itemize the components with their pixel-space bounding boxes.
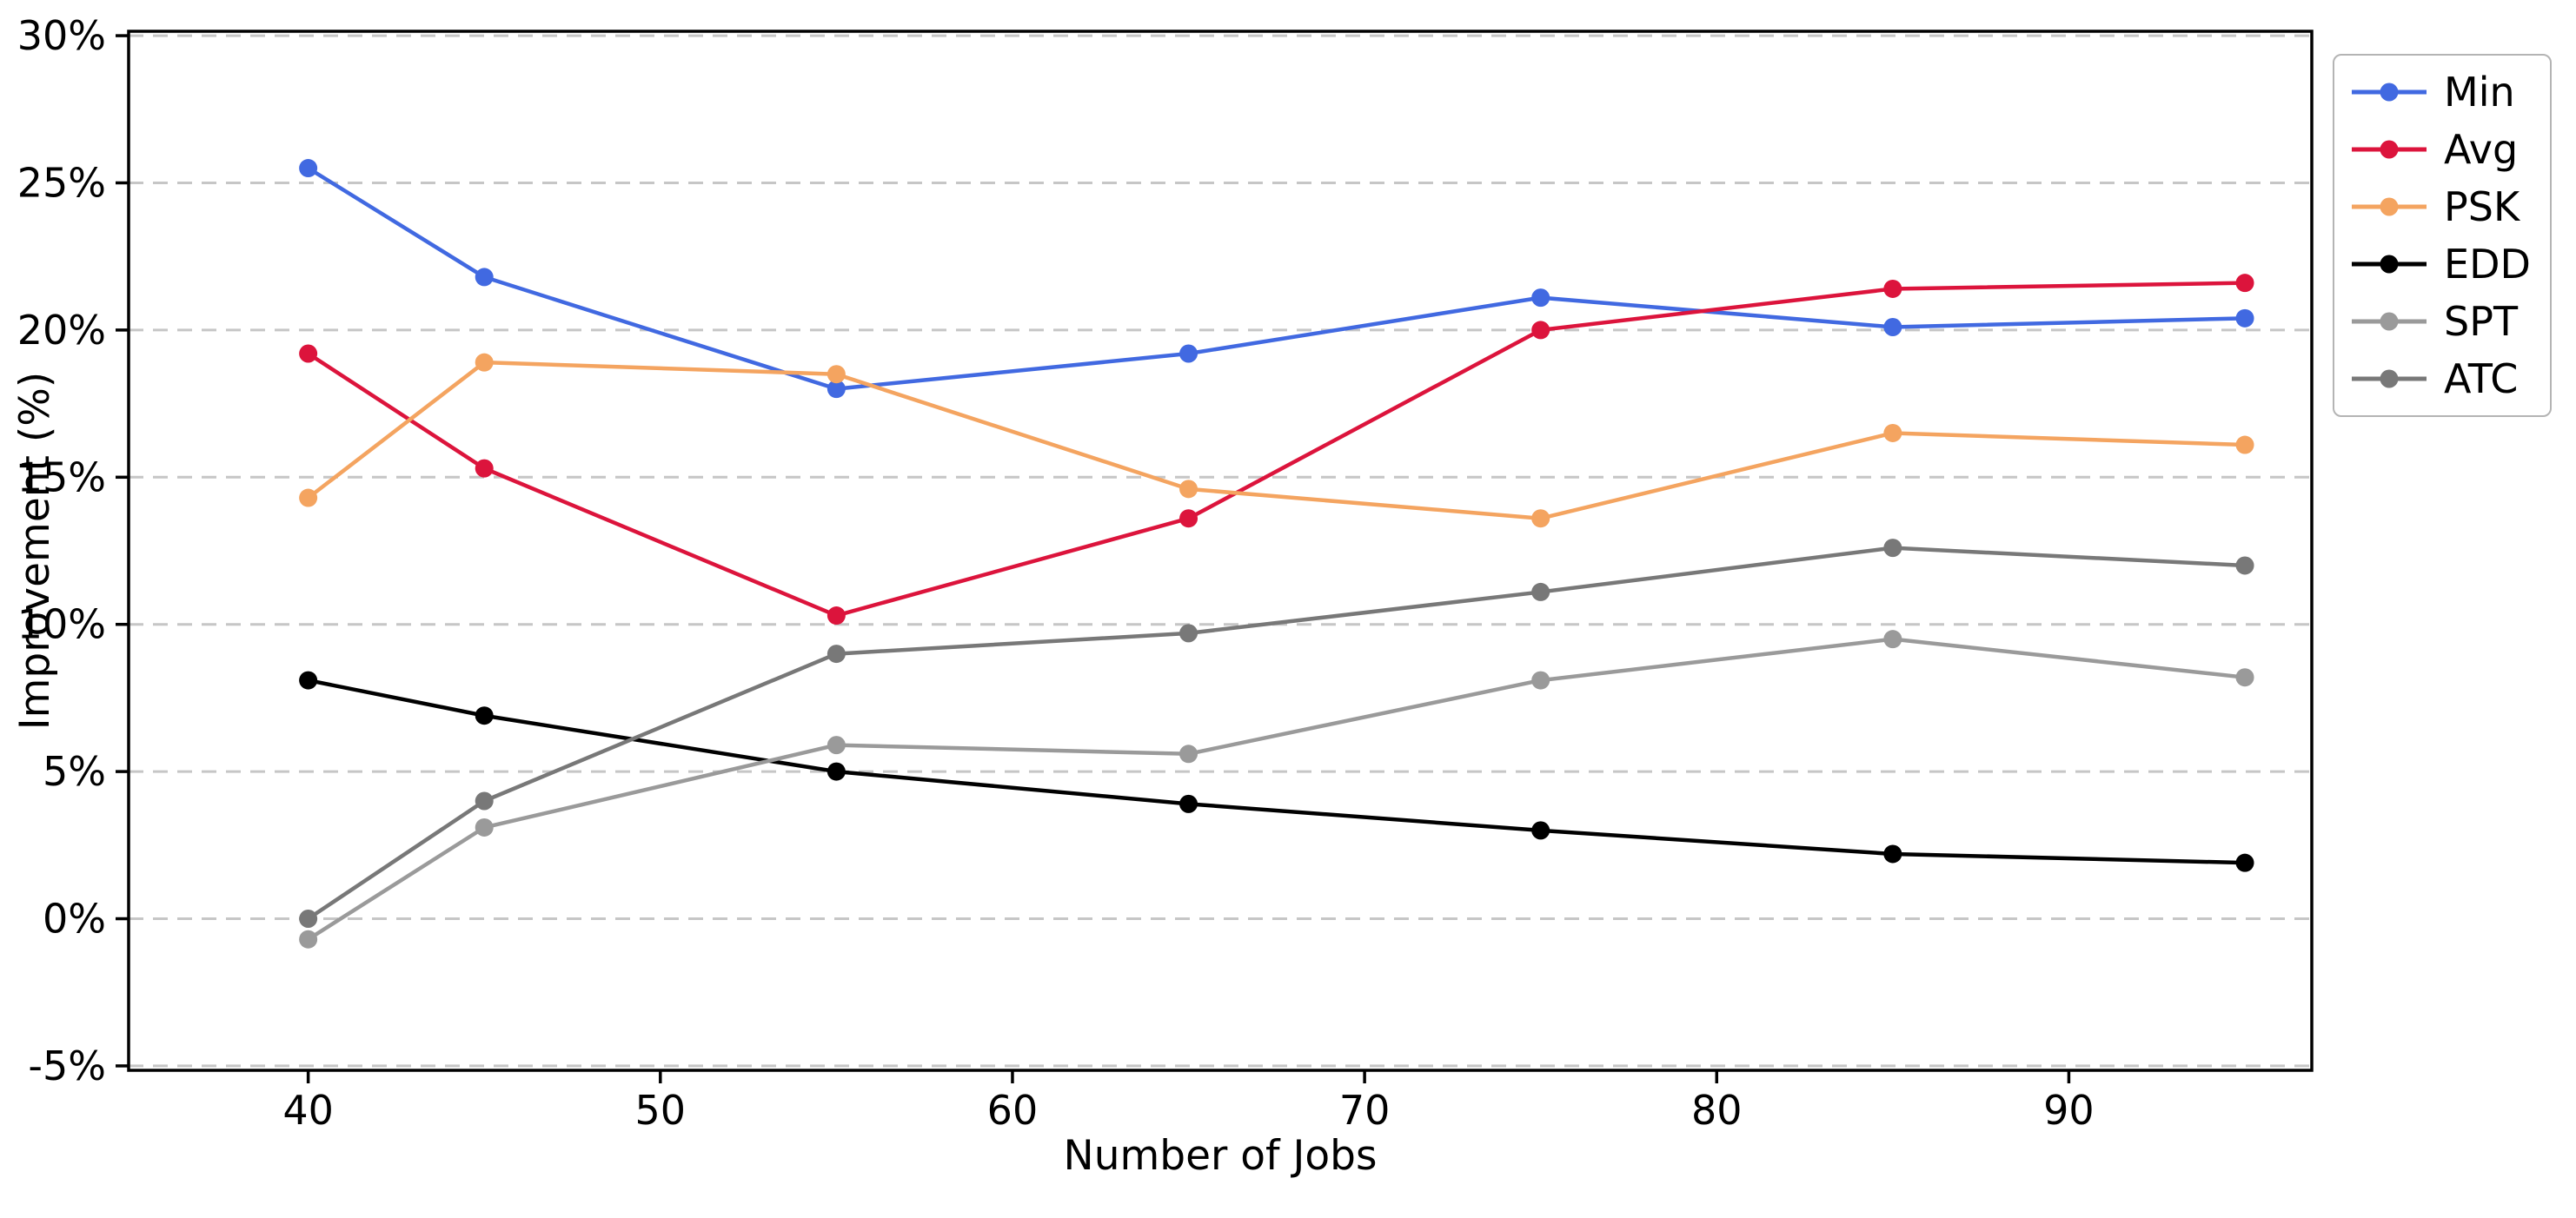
legend-item-avg: Avg [2350, 127, 2533, 172]
legend-label: EDD [2444, 241, 2531, 288]
y-tick-label: 0% [43, 896, 106, 943]
data-point-avg [475, 459, 494, 478]
x-tick-label: 60 [987, 1087, 1039, 1134]
data-point-psk [1883, 423, 1902, 442]
legend-label: SPT [2444, 298, 2519, 345]
data-point-atc [1883, 539, 1902, 558]
y-tick-label: 30% [17, 12, 106, 59]
data-point-spt [1531, 671, 1550, 690]
legend-item-min: Min [2350, 70, 2533, 115]
data-point-atc [299, 910, 318, 929]
data-point-edd [1531, 821, 1550, 840]
data-point-psk [2235, 435, 2254, 454]
data-point-psk [827, 365, 846, 384]
x-tick-label: 40 [282, 1087, 334, 1134]
data-point-avg [1531, 321, 1550, 340]
legend-item-psk: PSK [2350, 184, 2533, 229]
legend-label: ATC [2444, 355, 2519, 402]
data-point-edd [1883, 844, 1902, 864]
data-point-spt [475, 818, 494, 837]
data-point-psk [1179, 480, 1198, 499]
data-point-spt [299, 930, 318, 949]
data-point-min [475, 268, 494, 287]
data-point-min [299, 159, 318, 178]
legend-marker-icon [2352, 312, 2427, 331]
plot-frame [127, 30, 2314, 1072]
series-line-avg [306, 281, 2247, 618]
axis-ticks: -5% 0% 5% 10% 15% 20% 25% 30% 40 50 60 70 80 90 [17, 12, 2095, 1134]
y-tick-label: 25% [17, 159, 106, 206]
y-tick-label: 20% [17, 307, 106, 354]
legend-label: PSK [2444, 183, 2520, 230]
y-tick-label: 10% [17, 601, 106, 648]
data-point-avg [1179, 509, 1198, 528]
legend-marker-icon [2352, 369, 2427, 388]
data-point-edd [1179, 794, 1198, 813]
legend-marker-icon [2352, 140, 2427, 159]
x-tick-label: 50 [635, 1087, 687, 1134]
x-axis-title: Number of Jobs [1064, 1132, 1378, 1180]
series-line-min [306, 166, 2247, 391]
data-point-min [1179, 344, 1198, 363]
data-point-atc [475, 791, 494, 811]
legend-marker-icon [2352, 197, 2427, 216]
data-series [299, 159, 2254, 949]
data-point-min [1883, 318, 1902, 337]
data-point-psk [475, 353, 494, 372]
data-point-psk [299, 488, 318, 507]
x-tick-label: 70 [1339, 1087, 1391, 1134]
y-tick-label: 5% [43, 748, 106, 795]
data-point-atc [1179, 624, 1198, 643]
series-line-spt [306, 637, 2247, 942]
data-point-min [1531, 288, 1550, 308]
data-point-edd [827, 762, 846, 781]
legend-label: Min [2444, 69, 2515, 116]
legend-label: Avg [2444, 126, 2519, 173]
data-point-min [827, 380, 846, 399]
legend-item-atc: ATC [2350, 356, 2533, 401]
data-point-atc [827, 645, 846, 664]
data-point-avg [2235, 274, 2254, 293]
legend-item-spt: SPT [2350, 299, 2533, 344]
data-point-psk [1531, 509, 1550, 528]
data-point-avg [1883, 279, 1902, 298]
data-point-spt [2235, 668, 2254, 687]
chart-legend: Min Avg PSK EDD SPT ATC [2333, 54, 2552, 417]
series-line-psk [306, 360, 2247, 520]
x-tick-label: 90 [2043, 1087, 2095, 1134]
data-point-spt [827, 736, 846, 755]
data-point-edd [299, 671, 318, 690]
data-point-atc [1531, 582, 1550, 601]
legend-marker-icon [2352, 255, 2427, 274]
legend-item-edd: EDD [2350, 242, 2533, 287]
data-point-avg [299, 344, 318, 363]
data-point-edd [475, 706, 494, 725]
y-tick-label: -5% [28, 1043, 106, 1089]
data-point-spt [1179, 745, 1198, 764]
data-point-min [2235, 308, 2254, 328]
y-axis-title: Improvement (%) [11, 372, 59, 730]
data-point-avg [827, 606, 846, 626]
data-point-spt [1883, 630, 1902, 649]
data-point-edd [2235, 853, 2254, 872]
data-point-atc [2235, 556, 2254, 575]
y-tick-label: 15% [17, 453, 106, 500]
legend-marker-icon [2352, 83, 2427, 102]
x-tick-label: 80 [1691, 1087, 1743, 1134]
plot-border [127, 30, 2314, 1072]
